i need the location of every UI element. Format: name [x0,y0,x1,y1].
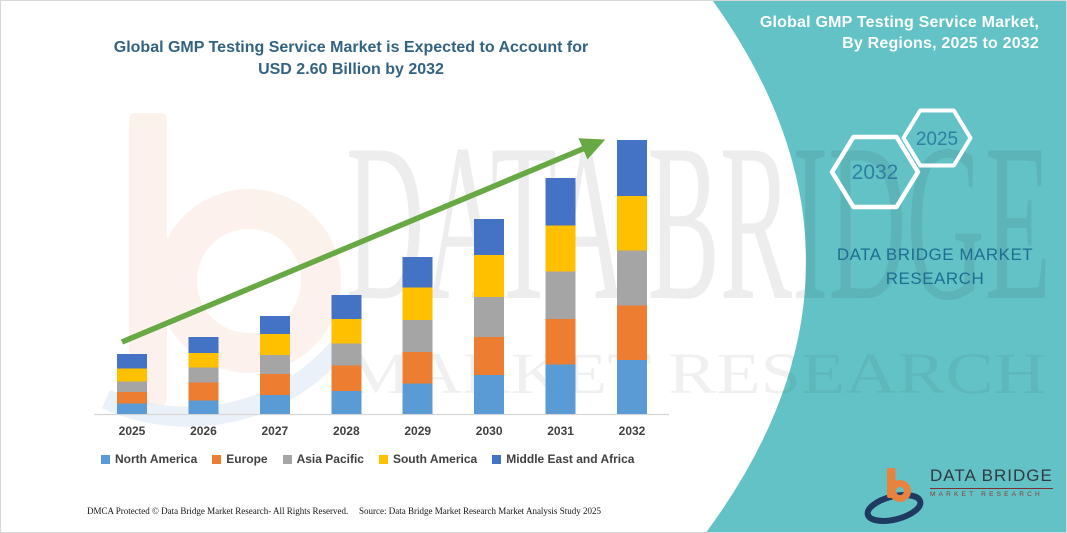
bar-segment-north-america-2025 [117,403,147,414]
bar-segment-asia-pacific-2032 [617,250,647,306]
legend-label-middle-east-and-africa: Middle East and Africa [506,452,635,466]
legend-item-south-america: South America [378,452,478,466]
chart-title-line2: USD 2.60 Billion by 2032 [258,61,444,78]
footer-dmca-text: DMCA Protected © Data Bridge Market Rese… [87,506,349,516]
bar-segment-europe-2032 [617,305,647,361]
bar-segment-north-america-2032 [617,360,647,414]
legend: North America Europe Asia Pacific South Ame… [101,452,681,466]
bar-segment-asia-pacific-2026 [188,367,219,383]
bar-segment-north-america-2026 [188,400,219,414]
hexagon-2025 [901,108,973,168]
x-axis-label-2031: 2031 [547,424,574,438]
bar-segment-middle-east-and-africa-2032 [617,140,647,196]
bar-segment-south-america-2032 [617,195,647,251]
panel-title-line2: By Regions, 2025 to 2032 [842,35,1039,52]
bar-segment-asia-pacific-2029 [402,320,433,352]
legend-item-asia-pacific: Asia Pacific [282,452,364,466]
legend-item-north-america: North America [101,452,197,466]
bar-segment-europe-2031 [545,319,576,365]
bar-segment-middle-east-and-africa-2029 [402,257,433,288]
bar-segment-middle-east-and-africa-2026 [188,337,219,353]
bar-segment-middle-east-and-africa-2030 [474,219,505,255]
trend-arrow [120,138,606,345]
bar-segment-middle-east-and-africa-2025 [117,353,147,369]
legend-swatch-south-america [378,454,388,464]
databridge-logo-mark [864,468,924,524]
watermark-line2: MARKET RESEARCH [346,341,1046,406]
bar-segment-south-america-2029 [402,287,433,321]
bar-segment-europe-2030 [474,337,505,375]
bar-segment-europe-2028 [331,365,362,391]
legend-label-south-america: South America [392,452,478,466]
bar-segment-asia-pacific-2025 [117,381,147,392]
bar-segment-asia-pacific-2030 [474,297,505,338]
x-axis-label-2028: 2028 [333,424,360,438]
bars-group [117,140,647,414]
logo-watermark [101,113,354,427]
databridge-logo: DATA BRIDGE MARKET RESEARCH [930,466,1053,498]
bar-segment-south-america-2025 [117,368,147,382]
hexagon-2032 [829,134,921,210]
watermark-text: DATA BRIDGE MARKET RESEARCH [346,97,1051,406]
brand-text: DATA BRIDGE MARKET RESEARCH [836,245,1034,288]
legend-label-north-america: North America [115,452,198,466]
bar-segment-north-america-2029 [402,383,433,414]
footer-source-text: Source: Data Bridge Market Research Mark… [359,506,601,516]
logo-name-text: DATA BRIDGE [930,466,1053,489]
bar-segment-north-america-2030 [474,375,505,414]
bar-segment-north-america-2031 [545,364,576,414]
bar-segment-south-america-2026 [188,352,219,368]
logo-b-bowl [889,480,911,502]
x-axis-label-2032: 2032 [619,424,646,438]
teal-side-panel [706,1,1066,532]
bar-segment-europe-2025 [117,391,147,404]
legend-item-middle-east-and-africa: Middle East and Africa [492,452,634,466]
watermark-line1: DATA BRIDGE [346,97,1051,347]
legend-swatch-north-america [101,454,110,464]
bar-segment-europe-2027 [259,373,290,395]
bar-segment-asia-pacific-2028 [331,343,362,366]
x-axis-label-2029: 2029 [404,424,431,438]
bar-segment-south-america-2030 [474,254,505,297]
bar-segment-europe-2029 [402,351,433,384]
legend-swatch-europe [212,454,222,464]
hexagon-label-2032: 2032 [851,161,899,184]
hexagon-label-2025: 2025 [915,129,959,150]
x-axis-label-2030: 2030 [476,424,503,438]
panel-title-line1: Global GMP Testing Service Market, [759,14,1039,31]
legend-swatch-middle-east-and-africa [492,454,502,464]
bar-segment-south-america-2027 [259,333,290,355]
chart-title: Global GMP Testing Service Market is Exp… [56,37,646,81]
bar-segment-south-america-2031 [545,225,576,272]
bar-segment-middle-east-and-africa-2028 [331,294,362,320]
hexagon-group [829,108,973,210]
bar-segment-middle-east-and-africa-2031 [545,177,576,226]
bar-segment-europe-2026 [188,382,219,401]
bar-segment-middle-east-and-africa-2027 [259,316,290,334]
legend-item-europe: Europe [212,452,268,466]
bar-segment-south-america-2028 [331,319,362,344]
bar-segment-asia-pacific-2031 [545,271,576,320]
chart-title-line1: Global GMP Testing Service Market is Exp… [113,39,589,56]
x-axis-label-2026: 2026 [190,424,217,438]
bar-segment-north-america-2028 [331,390,362,414]
legend-label-europe: Europe [226,452,268,466]
logo-sub-text: MARKET RESEARCH [930,491,1043,498]
x-axis-label-2027: 2027 [262,424,289,438]
bar-segment-asia-pacific-2027 [259,355,290,374]
legend-swatch-asia-pacific [282,454,292,464]
x-axis-labels: 2025 2026 2027 2028 2029 2030 2031 2032 [119,424,646,438]
bar-segment-north-america-2027 [259,395,290,414]
panel-title: Global GMP Testing Service Market, By Re… [691,12,1039,54]
x-axis-label-2025: 2025 [119,424,146,438]
legend-label-asia-pacific: Asia Pacific [296,452,364,466]
